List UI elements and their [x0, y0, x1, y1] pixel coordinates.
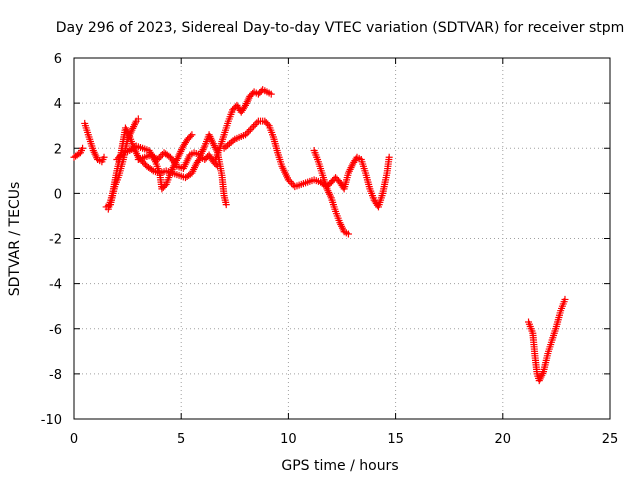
y-tick-label: 2	[54, 142, 62, 157]
data-point	[267, 90, 275, 98]
data-point	[157, 152, 165, 160]
x-tick-label: 0	[70, 432, 78, 447]
series-seg-2	[81, 119, 108, 166]
series-seg-1	[70, 144, 87, 161]
data-point	[212, 161, 220, 169]
data-point	[344, 230, 352, 238]
data-point	[114, 154, 122, 162]
data-point	[385, 153, 393, 161]
data-point	[288, 179, 296, 187]
data-point	[113, 156, 121, 164]
data-point	[286, 178, 294, 186]
data-point	[188, 131, 196, 139]
x-tick-label: 25	[602, 432, 619, 447]
data-point	[251, 121, 259, 129]
series-seg-10	[525, 295, 569, 385]
y-tick-label: 6	[54, 52, 62, 67]
y-tick-label: 0	[54, 187, 62, 202]
data-point	[250, 122, 258, 130]
x-tick-label: 20	[495, 432, 512, 447]
data-point	[284, 176, 292, 184]
data-point	[155, 154, 163, 162]
data-point	[242, 131, 250, 139]
y-tick-label: -4	[49, 278, 62, 293]
data-point	[245, 127, 253, 135]
data-points	[70, 86, 569, 385]
data-point	[289, 181, 297, 189]
y-axis-label: SDTVAR / TECUs	[7, 182, 23, 297]
y-tick-label: -2	[49, 233, 62, 248]
axis-ticks: 0 5 10 15 20 25 -10 -8 -6 -4 -2 0 2 4 6	[41, 52, 619, 447]
x-tick-label: 5	[177, 432, 185, 447]
data-point	[248, 124, 256, 132]
series-seg-8	[220, 117, 393, 211]
data-point	[79, 144, 87, 152]
data-point	[186, 132, 194, 140]
data-point	[154, 156, 162, 164]
x-tick-label: 10	[280, 432, 297, 447]
data-point	[264, 120, 272, 128]
series-seg-7	[212, 86, 275, 164]
x-axis-label: GPS time / hours	[281, 458, 398, 474]
data-point	[253, 119, 261, 127]
y-tick-label: -10	[41, 413, 62, 428]
data-point	[116, 152, 124, 160]
data-point	[243, 129, 251, 137]
data-point	[222, 201, 230, 209]
data-point	[161, 182, 169, 190]
data-point	[148, 166, 156, 174]
data-point	[118, 150, 126, 158]
chart-title: Day 296 of 2023, Sidereal Day-to-day VTE…	[56, 20, 625, 36]
y-tick-label: -6	[49, 323, 62, 338]
grid-lines	[74, 58, 610, 419]
series-seg-9	[310, 147, 352, 238]
series-seg-6	[134, 131, 230, 209]
y-tick-label: -8	[49, 368, 62, 383]
data-point	[561, 295, 569, 303]
data-point	[100, 153, 108, 161]
x-tick-label: 15	[387, 432, 404, 447]
data-point	[134, 115, 142, 123]
data-point	[246, 126, 254, 134]
y-tick-label: 4	[54, 97, 62, 112]
